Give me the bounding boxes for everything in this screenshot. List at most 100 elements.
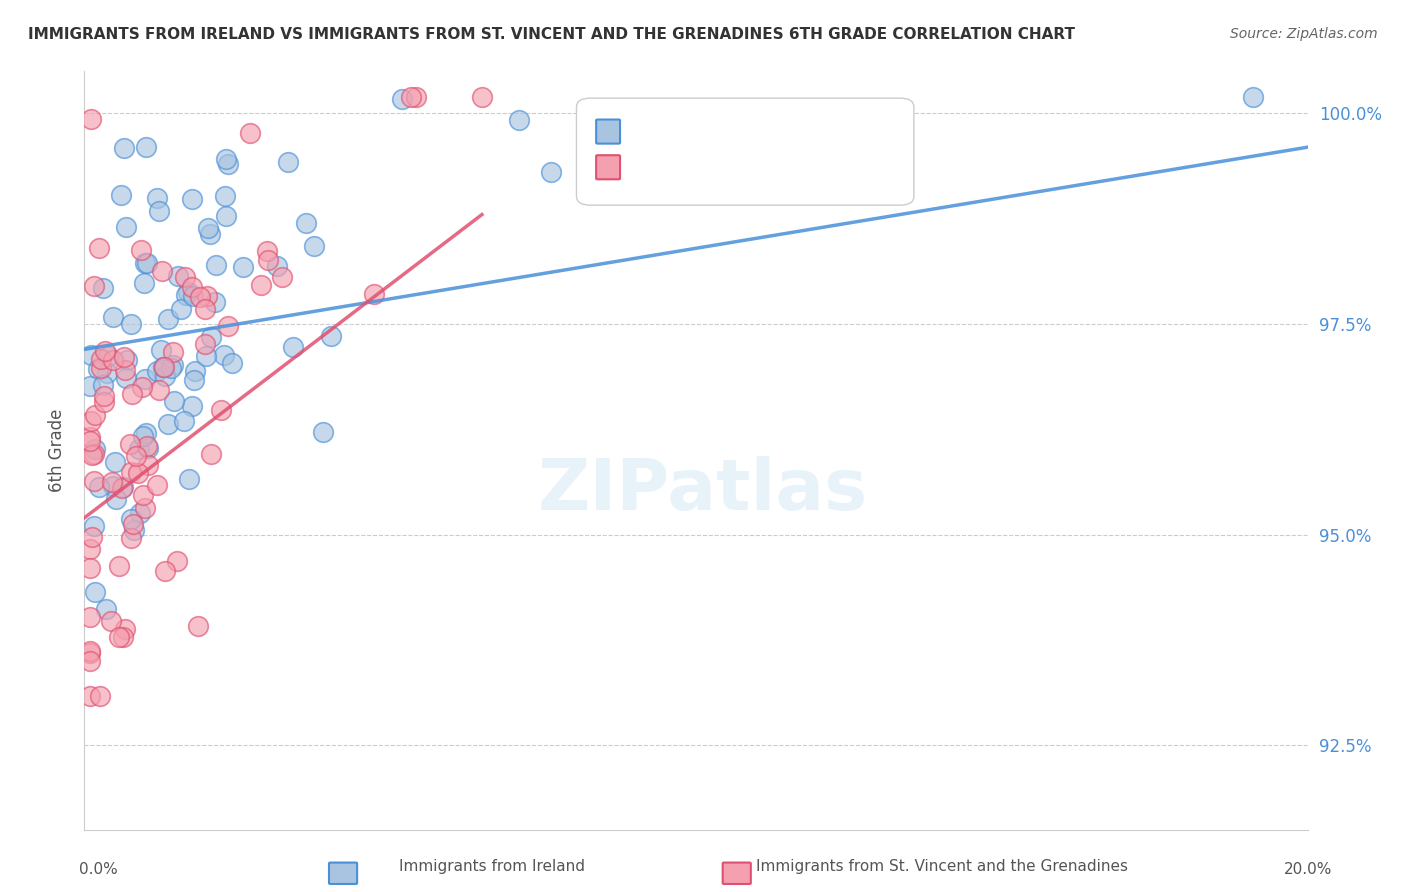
Point [132,277,155,291]
Point [112,630,135,644]
Point [188,290,211,304]
Point [127,466,149,480]
Point [239,127,262,141]
Point [120,511,142,525]
Point [399,89,422,103]
Point [150,264,173,278]
Point [111,480,134,494]
Point [173,413,195,427]
Text: Immigrants from St. Vincent and the Grenadines: Immigrants from St. Vincent and the Gren… [756,859,1128,874]
Point [471,89,494,103]
Point [136,439,159,453]
Point [195,349,218,363]
Point [181,399,204,413]
Point [146,364,169,378]
Point [152,360,174,375]
Point [312,425,335,440]
Point [128,442,150,456]
Point [232,260,254,274]
Point [93,281,115,295]
Point [79,379,101,393]
Point [87,480,110,494]
Point [160,361,183,376]
Point [215,152,238,166]
Point [100,614,122,628]
Point [363,287,385,301]
Point [101,310,124,324]
Point [79,646,101,660]
Point [101,352,124,367]
Point [112,350,135,364]
Point [162,359,184,373]
Point [194,337,217,351]
Point [114,622,136,636]
Y-axis label: 6th Grade: 6th Grade [48,409,66,492]
Point [79,542,101,557]
Point [508,113,530,128]
Point [111,481,134,495]
Point [105,492,128,507]
Point [204,258,226,272]
Point [136,256,159,270]
Point [184,364,207,378]
Point [153,368,176,383]
Point [93,389,115,403]
Point [101,479,124,493]
Point [120,436,142,450]
Point [87,362,110,376]
Point [163,393,186,408]
Point [197,221,219,235]
Point [82,448,104,462]
Text: R = 0.404  N = 73: R = 0.404 N = 73 [626,156,778,174]
Point [134,501,156,516]
Point [173,269,195,284]
Point [79,610,101,624]
Point [200,447,222,461]
Point [162,345,184,359]
Point [221,356,243,370]
Point [96,367,118,381]
Point [405,89,427,103]
Point [391,91,413,105]
Point [214,348,236,362]
Point [112,140,135,154]
Point [79,430,101,444]
Point [136,442,159,456]
Point [150,343,173,358]
Point [84,442,107,456]
Point [79,561,101,575]
Text: R = 0.391  N = 81: R = 0.391 N = 81 [626,120,778,138]
Point [120,466,142,480]
Point [80,348,103,362]
Point [200,329,222,343]
Point [121,386,143,401]
Point [250,277,273,292]
Point [122,523,145,537]
Point [148,204,170,219]
Point [204,295,226,310]
Point [167,268,190,283]
Text: 20.0%: 20.0% [1284,863,1331,877]
Point [1241,89,1264,103]
Point [135,140,157,154]
Point [122,516,145,531]
Point [256,244,278,258]
Point [79,643,101,657]
Point [302,239,325,253]
Point [104,455,127,469]
Point [79,690,101,704]
Point [80,530,103,544]
Point [135,425,157,440]
Point [114,371,136,385]
Point [145,191,167,205]
Point [108,559,131,574]
Point [156,417,179,431]
Text: ZIPatlas: ZIPatlas [538,456,868,525]
Text: 0.0%: 0.0% [79,863,118,877]
Text: Immigrants from Ireland: Immigrants from Ireland [399,859,585,874]
Point [181,280,204,294]
Point [101,475,124,489]
Point [79,654,101,668]
Point [270,270,292,285]
Point [132,429,155,443]
